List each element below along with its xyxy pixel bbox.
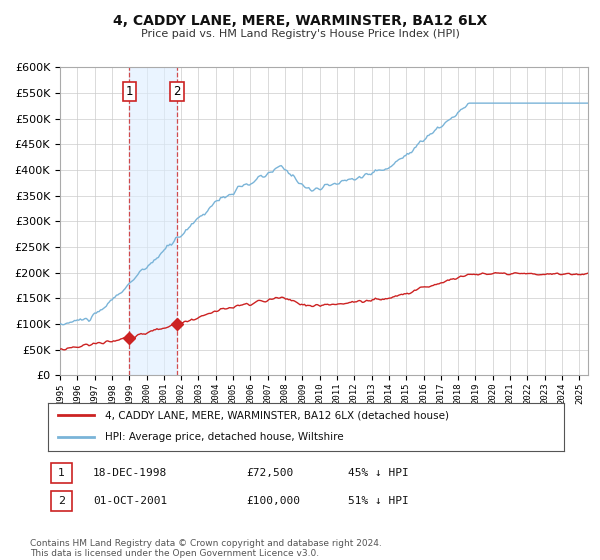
Text: 4, CADDY LANE, MERE, WARMINSTER, BA12 6LX (detached house): 4, CADDY LANE, MERE, WARMINSTER, BA12 6L… bbox=[105, 410, 449, 420]
Text: 2: 2 bbox=[58, 496, 65, 506]
Bar bbox=[129, 67, 177, 375]
Text: £100,000: £100,000 bbox=[246, 496, 300, 506]
Text: 18-DEC-1998: 18-DEC-1998 bbox=[93, 468, 167, 478]
Text: 2: 2 bbox=[173, 85, 181, 99]
Text: 45% ↓ HPI: 45% ↓ HPI bbox=[348, 468, 409, 478]
Text: Price paid vs. HM Land Registry's House Price Index (HPI): Price paid vs. HM Land Registry's House … bbox=[140, 29, 460, 39]
Text: HPI: Average price, detached house, Wiltshire: HPI: Average price, detached house, Wilt… bbox=[105, 432, 343, 442]
Text: 01-OCT-2001: 01-OCT-2001 bbox=[93, 496, 167, 506]
Text: 1: 1 bbox=[58, 468, 65, 478]
Text: £72,500: £72,500 bbox=[246, 468, 293, 478]
Text: 4, CADDY LANE, MERE, WARMINSTER, BA12 6LX: 4, CADDY LANE, MERE, WARMINSTER, BA12 6L… bbox=[113, 14, 487, 28]
Text: Contains HM Land Registry data © Crown copyright and database right 2024.
This d: Contains HM Land Registry data © Crown c… bbox=[30, 539, 382, 558]
Text: 1: 1 bbox=[125, 85, 133, 99]
Text: 51% ↓ HPI: 51% ↓ HPI bbox=[348, 496, 409, 506]
